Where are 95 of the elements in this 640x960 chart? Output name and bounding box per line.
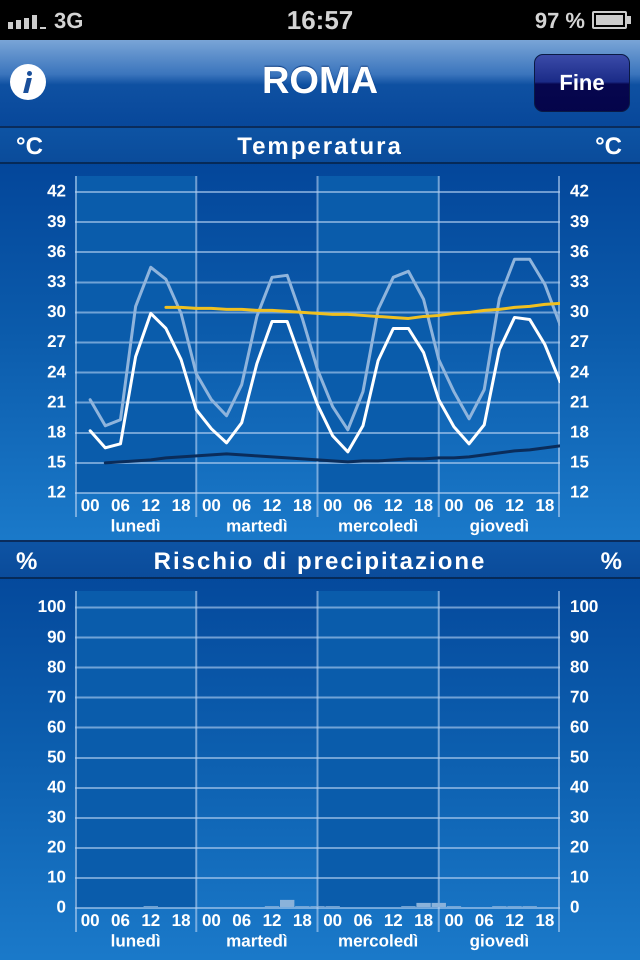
x-tick-label: 12	[262, 910, 282, 930]
y-tick-label: 40	[47, 778, 66, 796]
x-tick-label: 06	[232, 496, 252, 515]
x-tick-label: 06	[474, 910, 494, 930]
x-tick-label: 18	[292, 496, 312, 515]
x-tick-label: martedì	[226, 931, 288, 950]
y-tick-label: 24	[47, 362, 67, 382]
y2-tick-label: 33	[570, 272, 589, 292]
y-tick-label: 21	[47, 392, 66, 412]
y2-tick-label: 80	[570, 657, 589, 676]
y2-tick-label: 10	[570, 868, 589, 887]
y2-tick-label: 12	[570, 482, 589, 502]
y2-tick-label: 40	[570, 778, 589, 796]
y2-tick-label: 0	[570, 898, 580, 917]
y2-tick-label: 90	[570, 627, 589, 646]
y-tick-label: 0	[56, 898, 66, 917]
x-tick-label: 00	[444, 496, 464, 515]
x-tick-label: mercoledì	[338, 931, 418, 950]
x-tick-label: 18	[172, 910, 191, 930]
x-tick-label: 06	[474, 496, 494, 515]
y2-tick-label: 100	[570, 597, 598, 616]
chart-subtitle: Temperatura	[237, 133, 403, 160]
x-tick-label: 00	[444, 910, 464, 930]
y2-tick-label: 30	[570, 808, 589, 827]
x-tick-label: 00	[80, 910, 100, 930]
x-tick-label: giovedì	[470, 931, 530, 950]
x-tick-label: 18	[535, 496, 554, 515]
y-axis-title: °C	[16, 133, 43, 160]
y-tick-label: 80	[47, 657, 66, 676]
x-tick-label: 00	[323, 910, 342, 930]
x-tick-label: lunedì	[110, 516, 161, 536]
x-tick-label: 06	[232, 910, 252, 930]
y-axis-title: %	[16, 548, 38, 574]
y2-tick-label: 39	[570, 212, 589, 231]
x-tick-label: 00	[323, 496, 342, 515]
y-tick-label: 60	[47, 717, 66, 736]
y2-tick-label: 70	[570, 687, 589, 706]
y-tick-label: 12	[47, 482, 66, 502]
y-tick-label: 18	[47, 422, 66, 442]
y-tick-label: 10	[47, 868, 66, 887]
y2-tick-label: 21	[570, 392, 589, 412]
y-tick-label: 42	[47, 182, 66, 201]
x-tick-label: 18	[414, 496, 434, 515]
x-tick-label: martedì	[226, 516, 288, 536]
y2-tick-label: 18	[570, 422, 589, 442]
x-tick-label: 06	[111, 496, 130, 515]
y-tick-label: 70	[47, 687, 66, 706]
y2-tick-label: 27	[570, 332, 589, 352]
x-tick-label: 12	[384, 910, 403, 930]
x-tick-label: 12	[505, 910, 524, 930]
x-tick-label: lunedì	[110, 931, 161, 950]
y-tick-label: 39	[47, 212, 66, 231]
y2-axis-title: °C	[595, 133, 622, 160]
y-tick-label: 20	[47, 838, 66, 857]
y2-tick-label: 20	[570, 838, 589, 857]
x-tick-label: 00	[202, 496, 221, 515]
y-tick-label: 50	[47, 747, 66, 766]
x-tick-label: 06	[111, 910, 130, 930]
y-tick-label: 90	[47, 627, 66, 646]
chart-title: Rischio di precipitazione	[154, 548, 486, 574]
y2-axis-title: %	[600, 548, 622, 574]
y-tick-label: 30	[47, 302, 66, 322]
chart-title: ROMA	[262, 60, 378, 102]
nav-button: Fine	[534, 54, 630, 112]
x-tick-label: mercoledì	[338, 516, 418, 536]
x-tick-label: 12	[384, 496, 403, 515]
x-tick-label: 18	[414, 910, 434, 930]
y-tick-label: 36	[47, 242, 66, 261]
x-tick-label: 12	[141, 910, 160, 930]
x-tick-label: 12	[505, 496, 524, 515]
text: 3G	[54, 8, 84, 33]
y2-tick-label: 24	[570, 362, 590, 382]
y2-tick-label: 42	[570, 182, 589, 201]
y2-tick-label: 50	[570, 747, 589, 766]
y2-tick-label: 30	[570, 302, 589, 322]
y2-tick-label: 36	[570, 242, 589, 261]
text: 16:57	[286, 5, 354, 35]
x-tick-label: 00	[80, 496, 100, 515]
y2-tick-label: 60	[570, 717, 589, 736]
x-tick-label: 12	[262, 496, 282, 515]
y2-tick-label: 15	[570, 452, 589, 472]
y-tick-label: 100	[38, 597, 66, 616]
y-tick-label: 30	[47, 808, 66, 827]
x-tick-label: 06	[354, 910, 372, 930]
x-tick-label: 18	[535, 910, 554, 930]
x-tick-label: 12	[141, 496, 160, 515]
text: 97 %	[534, 8, 585, 33]
x-tick-label: 18	[172, 496, 191, 515]
y-tick-label: 15	[47, 452, 66, 472]
y-tick-label: 33	[47, 272, 66, 292]
x-tick-label: giovedì	[470, 516, 530, 536]
y-tick-label: 27	[47, 332, 66, 352]
x-tick-label: 00	[202, 910, 221, 930]
x-tick-label: 18	[292, 910, 312, 930]
x-tick-label: 06	[354, 496, 372, 515]
